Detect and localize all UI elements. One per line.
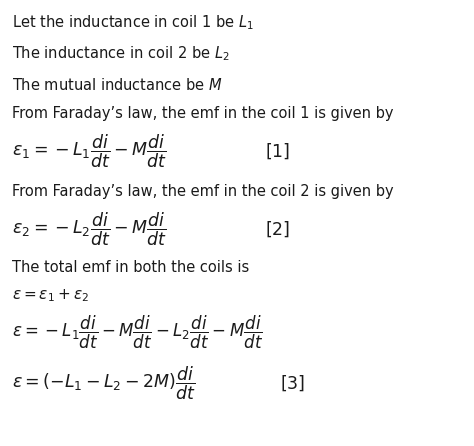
Text: $\varepsilon_2 = -L_2\dfrac{di}{dt} - M\dfrac{di}{dt}$: $\varepsilon_2 = -L_2\dfrac{di}{dt} - M\… [12, 211, 167, 248]
Text: The mutual inductance be $M$: The mutual inductance be $M$ [12, 77, 223, 93]
Text: The inductance in coil 2 be $L_2$: The inductance in coil 2 be $L_2$ [12, 44, 229, 63]
Text: From Faraday’s law, the emf in the coil 2 is given by: From Faraday’s law, the emf in the coil … [12, 184, 393, 199]
Text: $\varepsilon_1 = -L_1\dfrac{di}{dt} - M\dfrac{di}{dt}$: $\varepsilon_1 = -L_1\dfrac{di}{dt} - M\… [12, 133, 167, 170]
Text: $[3]$: $[3]$ [280, 374, 305, 393]
Text: $\varepsilon = (-L_1 - L_2 - 2M)\dfrac{di}{dt}$: $\varepsilon = (-L_1 - L_2 - 2M)\dfrac{d… [12, 365, 196, 402]
Text: $\varepsilon = \varepsilon_1 + \varepsilon_2$: $\varepsilon = \varepsilon_1 + \varepsil… [12, 287, 89, 304]
Text: $[1]$: $[1]$ [265, 142, 291, 161]
Text: $[2]$: $[2]$ [265, 220, 291, 240]
Text: From Faraday’s law, the emf in the coil 1 is given by: From Faraday’s law, the emf in the coil … [12, 106, 393, 121]
Text: The total emf in both the coils is: The total emf in both the coils is [12, 260, 249, 275]
Text: Let the inductance in coil 1 be $L_1$: Let the inductance in coil 1 be $L_1$ [12, 13, 254, 32]
Text: $\varepsilon = -L_1\dfrac{di}{dt} - M\dfrac{di}{dt} - L_2\dfrac{di}{dt} - M\dfra: $\varepsilon = -L_1\dfrac{di}{dt} - M\df… [12, 314, 263, 351]
